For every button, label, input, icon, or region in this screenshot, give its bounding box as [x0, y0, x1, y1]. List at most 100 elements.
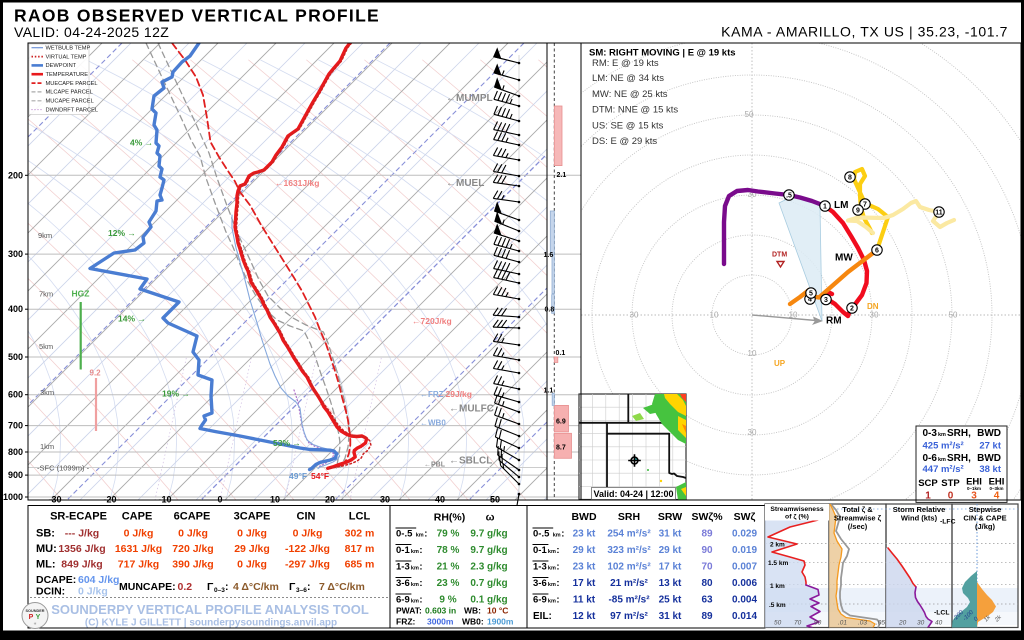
svg-text:447 m²/s²: 447 m²/s²: [923, 464, 964, 475]
svg-text::: :: [419, 545, 422, 556]
svg-text:☀: ☀: [33, 621, 37, 626]
svg-text:63: 63: [701, 595, 713, 606]
svg-text:30: 30: [630, 311, 639, 320]
svg-text:DEWPOINT: DEWPOINT: [46, 63, 77, 69]
svg-text:SWζ%: SWζ%: [691, 511, 723, 523]
svg-text:1631 J/kg: 1631 J/kg: [115, 543, 162, 555]
svg-text:←PBL: ←PBL: [424, 462, 446, 469]
svg-text:SR-ECAPE: SR-ECAPE: [50, 511, 107, 523]
svg-text:0-3: 0-3: [923, 428, 938, 439]
svg-text:MUCAPE PARCEL: MUCAPE PARCEL: [46, 99, 94, 105]
svg-text:720 J/kg: 720 J/kg: [172, 543, 213, 555]
svg-text:MW: NE @ 25 kts: MW: NE @ 25 kts: [592, 89, 668, 100]
svg-text:19% →: 19% →: [162, 389, 190, 399]
svg-text:1-3: 1-3: [533, 562, 547, 573]
svg-text:20: 20: [898, 620, 907, 627]
svg-text:97 m²/s²: 97 m²/s²: [610, 611, 648, 622]
svg-text:km: km: [411, 599, 419, 605]
svg-text::: :: [556, 562, 559, 573]
svg-text:0–3km: 0–3km: [989, 486, 1003, 491]
svg-text:-122 J/kg: -122 J/kg: [285, 543, 330, 555]
svg-text:Streamwise ζ: Streamwise ζ: [834, 514, 882, 523]
svg-text:9: 9: [856, 208, 860, 215]
svg-text:0.004: 0.004: [732, 595, 757, 606]
svg-text:BWD: BWD: [977, 453, 1001, 464]
svg-text:6: 6: [875, 248, 879, 255]
svg-text:0.2: 0.2: [178, 581, 193, 593]
svg-text:9.7 g/kg: 9.7 g/kg: [470, 529, 507, 540]
svg-text:SRH: SRH: [618, 511, 640, 523]
svg-text:390 J/kg: 390 J/kg: [172, 559, 213, 571]
svg-text::: :: [424, 529, 427, 540]
svg-text:←720J/kg: ←720J/kg: [412, 316, 452, 326]
svg-text:9km: 9km: [38, 231, 52, 240]
svg-text:.01: .01: [838, 620, 847, 627]
svg-text:11 kt: 11 kt: [573, 595, 596, 606]
svg-text:VALID: 04-24-2025 12Z: VALID: 04-24-2025 12Z: [14, 24, 169, 40]
svg-text:3-6: 3-6: [396, 578, 410, 589]
svg-text:300: 300: [8, 249, 23, 259]
svg-text:(J/kg): (J/kg): [975, 522, 996, 531]
svg-text:8.7: 8.7: [556, 445, 566, 452]
svg-text:1k: 1k: [983, 614, 992, 623]
svg-text:302 m: 302 m: [345, 528, 375, 540]
svg-text:8: 8: [848, 175, 852, 182]
svg-text:12 kt: 12 kt: [573, 611, 596, 622]
svg-text:(C) KYLE J GILLETT | sounderpy: (C) KYLE J GILLETT | sounderpysoundings.…: [85, 618, 337, 629]
svg-text:0.019: 0.019: [732, 545, 757, 556]
svg-text:←29J/kg: ←29J/kg: [437, 389, 472, 399]
svg-text:849 J/kg: 849 J/kg: [61, 559, 102, 571]
svg-text:0: 0: [973, 616, 980, 623]
svg-text:0 J/kg: 0 J/kg: [237, 528, 267, 540]
svg-text:17 kt: 17 kt: [659, 562, 682, 573]
svg-text:4: 4: [994, 491, 1000, 502]
svg-text:9.7 g/kg: 9.7 g/kg: [470, 545, 507, 556]
svg-text:WB0:: WB0:: [462, 617, 484, 627]
svg-text:425 m²/s²: 425 m²/s²: [923, 441, 964, 452]
svg-text:79 %: 79 %: [437, 529, 460, 540]
svg-text:4: 4: [808, 297, 812, 304]
svg-text:1 km: 1 km: [770, 583, 785, 590]
svg-text:Y: Y: [36, 614, 41, 621]
svg-text:EIL:: EIL:: [533, 611, 552, 622]
svg-text:3–6: 3–6: [296, 587, 307, 594]
svg-text:102 m²/s²: 102 m²/s²: [607, 562, 651, 573]
svg-text:←MULFC: ←MULFC: [449, 404, 494, 415]
svg-text:TEMPERATURE: TEMPERATURE: [46, 72, 89, 78]
svg-text:SRH,: SRH,: [947, 428, 971, 439]
svg-text:2.1: 2.1: [557, 172, 567, 179]
svg-text:1900m: 1900m: [487, 617, 514, 627]
svg-text:FRZ:: FRZ:: [396, 617, 416, 627]
svg-text:--- J/kg: --- J/kg: [65, 528, 99, 540]
svg-text:2k: 2k: [993, 614, 1003, 624]
svg-text:9 %: 9 %: [439, 595, 456, 606]
svg-text:30: 30: [917, 620, 925, 627]
svg-text:6CAPE: 6CAPE: [174, 511, 211, 523]
svg-text:50: 50: [774, 620, 782, 627]
svg-text:Streamwiseness: Streamwiseness: [770, 506, 823, 513]
svg-text:800: 800: [8, 447, 23, 457]
svg-text:-85 m²/s²: -85 m²/s²: [608, 595, 650, 606]
svg-text:EHI: EHI: [966, 477, 982, 488]
svg-text:-LFC: -LFC: [940, 519, 956, 526]
svg-text:.5: .5: [786, 193, 792, 200]
svg-text:0 J/kg: 0 J/kg: [237, 559, 267, 571]
svg-text:DTM: NNE @ 15 kts: DTM: NNE @ 15 kts: [592, 105, 678, 116]
svg-text:89: 89: [701, 611, 713, 622]
svg-text:MW: MW: [835, 253, 853, 264]
svg-text:0-6: 0-6: [923, 453, 938, 464]
svg-text:30: 30: [748, 428, 757, 437]
svg-text:70: 70: [701, 562, 713, 573]
svg-text:MUECAPE PARCEL: MUECAPE PARCEL: [46, 81, 98, 87]
svg-text:Total ζ &: Total ζ &: [842, 505, 873, 514]
svg-text:1000: 1000: [3, 492, 23, 502]
svg-text:0.7 g/kg: 0.7 g/kg: [470, 578, 507, 589]
svg-text:DCIN:: DCIN:: [36, 586, 65, 598]
svg-text:0-1: 0-1: [533, 545, 547, 556]
svg-text:MLCAPE PARCEL: MLCAPE PARCEL: [46, 90, 93, 96]
svg-text:23 kt: 23 kt: [573, 562, 596, 573]
svg-text:←MUMPL: ←MUMPL: [446, 93, 493, 104]
svg-text:km: km: [553, 533, 561, 539]
svg-text:685 m: 685 m: [345, 559, 375, 571]
svg-text:0–3: 0–3: [214, 587, 225, 594]
